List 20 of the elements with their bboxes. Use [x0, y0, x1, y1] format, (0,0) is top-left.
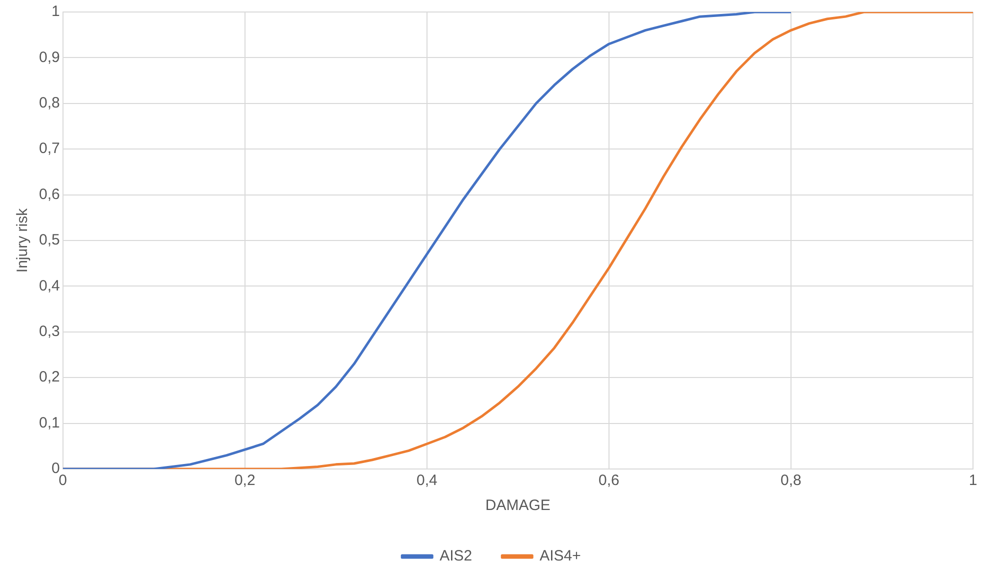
y-tick-label: 0,4 — [38, 277, 60, 294]
y-tick-label: 0 — [52, 460, 60, 478]
y-tick-label: 0,5 — [38, 232, 60, 249]
y-tick-label: 0,6 — [38, 186, 60, 203]
y-tick-label: 0,2 — [38, 368, 60, 386]
x-tick-label: 1 — [968, 472, 978, 490]
y-tick-label: 0,7 — [38, 140, 60, 158]
legend-label: AIS4+ — [540, 548, 582, 565]
y-tick-label: 0,3 — [38, 323, 60, 340]
y-axis-title: Injury risk — [14, 208, 32, 273]
y-tick-label: 0,1 — [38, 414, 60, 432]
y-tick-label: 0,9 — [38, 48, 60, 66]
x-tick-label: 0,2 — [234, 472, 256, 490]
legend-label: AIS2 — [440, 548, 472, 565]
x-tick-label: 0,6 — [598, 472, 620, 490]
x-axis-title: DAMAGE — [485, 497, 550, 514]
y-tick-label: 0,8 — [38, 94, 60, 112]
x-tick-label: 0,8 — [780, 472, 802, 490]
x-tick-label: 0,4 — [416, 472, 438, 490]
y-tick-label: 1 — [52, 3, 60, 20]
